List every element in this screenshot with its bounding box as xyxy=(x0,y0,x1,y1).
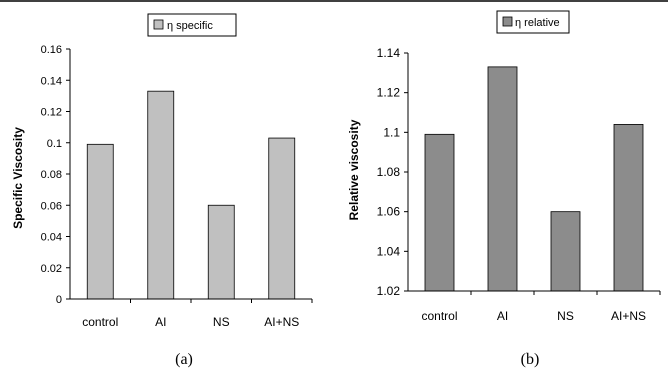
y-tick-label-a: 0.02 xyxy=(41,263,62,275)
legend-b-label: η relative xyxy=(515,17,560,29)
y-tick-label-a: 0.1 xyxy=(47,138,62,150)
caption-a: (a) xyxy=(175,351,193,368)
y-tick-label-b: 1.04 xyxy=(377,244,401,258)
x-categories-a: control AI NS AI+NS xyxy=(82,299,313,329)
x-category-label-a: AI xyxy=(155,315,166,329)
bar-b-control xyxy=(424,133,455,292)
y-tick-label-b: 1.12 xyxy=(377,86,401,100)
y-axis-label-b: Relative viscosity xyxy=(347,119,361,220)
bar-a-control xyxy=(86,143,114,300)
x-category-label-b: AI+NS xyxy=(611,309,646,323)
bar-a-ns xyxy=(207,204,235,300)
legend-a: η specific xyxy=(147,13,237,37)
bar-b-ai-ns xyxy=(613,124,644,292)
bars-a xyxy=(86,90,296,300)
x-category-label-a: NS xyxy=(213,315,230,329)
y-ticks-b: 1.02 1.04 1.06 1.08 1.1 1.12 1.14 xyxy=(377,46,408,298)
y-tick-label-a: 0.16 xyxy=(41,44,62,56)
y-tick-label-b: 1.14 xyxy=(377,46,401,60)
bar-a-ai-ns xyxy=(268,137,296,300)
y-tick-label-b: 1.1 xyxy=(383,125,400,139)
y-tick-label-a: 0.14 xyxy=(41,75,62,87)
x-category-label-b: NS xyxy=(557,309,574,323)
chart-b: η relative Relative viscosity 1.021.041.… xyxy=(347,10,661,368)
y-ticks-a: 0 0.02 0.04 0.06 0.08 0.1 0.12 0.14 0.16 xyxy=(41,44,70,306)
y-tick-label-a: 0.04 xyxy=(41,232,62,244)
y-tick-label-a: 0 xyxy=(56,294,62,306)
y-tick-label-b: 1.06 xyxy=(377,205,401,219)
y-tick-label-b: 1.02 xyxy=(377,284,401,298)
chart-a: η specific Specific Viscosity 00.020.040… xyxy=(11,13,313,368)
x-category-label-b: AI xyxy=(497,309,508,323)
y-tick-label-b: 1.08 xyxy=(377,165,401,179)
y-tick-label-a: 0.06 xyxy=(41,200,62,212)
caption-b: (b) xyxy=(521,351,540,368)
x-category-label-a: control xyxy=(82,315,118,329)
y-tick-label-a: 0.12 xyxy=(41,107,62,119)
legend-b-swatch xyxy=(502,16,513,27)
bar-b-ai xyxy=(487,66,518,292)
legend-a-swatch xyxy=(153,19,164,30)
x-categories-b: control AI NS AI+NS xyxy=(421,291,661,323)
legend-b: η relative xyxy=(496,10,570,34)
legend-a-label: η specific xyxy=(167,20,213,32)
bar-b-ns xyxy=(550,211,581,292)
y-axis-label-a: Specific Viscosity xyxy=(11,127,25,229)
bars-b xyxy=(424,66,644,292)
bar-a-ai xyxy=(147,90,175,300)
x-category-label-b: control xyxy=(421,309,457,323)
y-tick-label-a: 0.08 xyxy=(41,169,62,181)
x-category-label-a: AI+NS xyxy=(264,315,299,329)
